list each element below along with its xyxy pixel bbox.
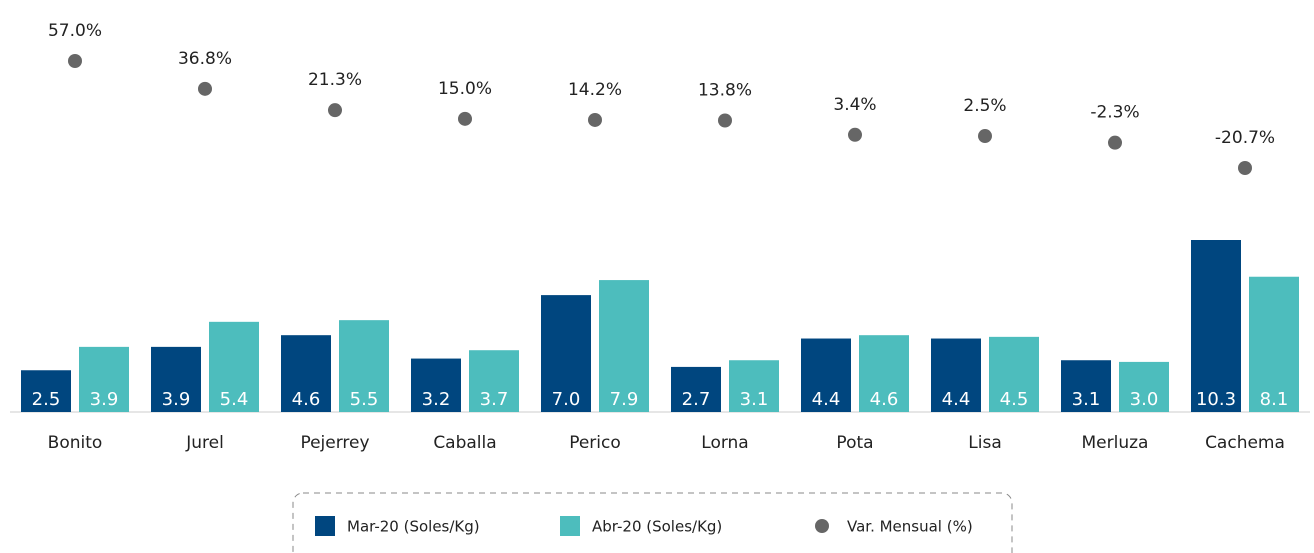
bar-label: 4.6 xyxy=(292,389,321,410)
legend-label: Var. Mensual (%) xyxy=(847,518,973,536)
bar xyxy=(411,358,461,412)
point xyxy=(1108,135,1122,150)
bar xyxy=(729,360,779,412)
bar xyxy=(209,321,259,412)
bar-label: 7.0 xyxy=(552,389,581,410)
bar xyxy=(151,346,201,412)
bar xyxy=(1249,276,1299,412)
data-label: 57.0% xyxy=(48,21,102,41)
bar xyxy=(281,335,331,412)
bar xyxy=(79,346,129,412)
bar xyxy=(339,320,389,412)
legend-label: Abr-20 (Soles/Kg) xyxy=(592,518,722,536)
bar-label: 2.7 xyxy=(682,389,711,410)
bar-label: 3.1 xyxy=(1072,389,1101,410)
bar-label: 4.6 xyxy=(870,389,899,410)
bar-label: 5.5 xyxy=(350,389,379,410)
x-tick-label: Cachema xyxy=(1205,433,1285,453)
bar xyxy=(1119,361,1169,412)
x-tick-label: Bonito xyxy=(48,433,103,453)
legend-marker xyxy=(815,519,829,533)
bar-label: 5.4 xyxy=(220,389,249,410)
bar-label: 2.5 xyxy=(32,389,61,410)
point xyxy=(848,127,862,142)
x-tick-label: Pota xyxy=(836,433,873,453)
data-label: 2.5% xyxy=(963,96,1006,116)
data-label: -2.3% xyxy=(1090,103,1139,123)
legend-box xyxy=(292,492,1013,553)
bar-label: 3.9 xyxy=(90,389,119,410)
x-tick-label: Lisa xyxy=(968,433,1001,453)
data-label: -20.7% xyxy=(1215,128,1275,148)
bar-label: 3.0 xyxy=(1130,389,1159,410)
bar xyxy=(599,280,649,412)
bar-label: 10.3 xyxy=(1196,389,1236,410)
x-tick-label: Caballa xyxy=(433,433,496,453)
data-label: 3.4% xyxy=(833,95,876,115)
bar xyxy=(21,370,71,412)
x-tick-label: Pejerrey xyxy=(300,433,369,453)
bar-label: 4.4 xyxy=(942,389,971,410)
bar-label: 7.9 xyxy=(610,389,639,410)
bar xyxy=(469,350,519,412)
point xyxy=(978,129,992,144)
bar-label: 4.4 xyxy=(812,389,841,410)
bar xyxy=(931,338,981,412)
x-tick-label: Merluza xyxy=(1082,433,1149,453)
data-label: 15.0% xyxy=(438,79,492,99)
x-tick-label: Perico xyxy=(569,433,621,453)
point xyxy=(68,54,82,68)
bar-label: 4.5 xyxy=(1000,389,1029,410)
bar-label: 3.9 xyxy=(162,389,191,410)
x-tick-label: Jurel xyxy=(185,433,224,453)
data-label: 13.8% xyxy=(698,80,752,100)
legend-swatch xyxy=(315,516,335,536)
bar xyxy=(1191,240,1241,412)
bar xyxy=(859,335,909,412)
bar xyxy=(541,295,591,412)
point xyxy=(718,113,732,128)
bar xyxy=(989,336,1039,412)
x-tick-label: Lorna xyxy=(701,433,748,453)
legend-label: Mar-20 (Soles/Kg) xyxy=(347,518,480,536)
point xyxy=(588,112,602,127)
point xyxy=(328,103,342,118)
bar xyxy=(801,338,851,412)
bar-label: 8.1 xyxy=(1260,389,1289,410)
bar xyxy=(1061,360,1111,412)
data-label: 21.3% xyxy=(308,70,362,90)
bar-label: 3.1 xyxy=(740,389,769,410)
bar-label: 3.7 xyxy=(480,389,509,410)
bar-label: 3.2 xyxy=(422,389,451,410)
data-label: 36.8% xyxy=(178,49,232,69)
point xyxy=(458,111,472,126)
bar xyxy=(671,366,721,412)
point xyxy=(1238,161,1252,175)
point xyxy=(198,81,212,96)
data-label: 14.2% xyxy=(568,80,622,100)
legend-swatch xyxy=(560,516,580,536)
